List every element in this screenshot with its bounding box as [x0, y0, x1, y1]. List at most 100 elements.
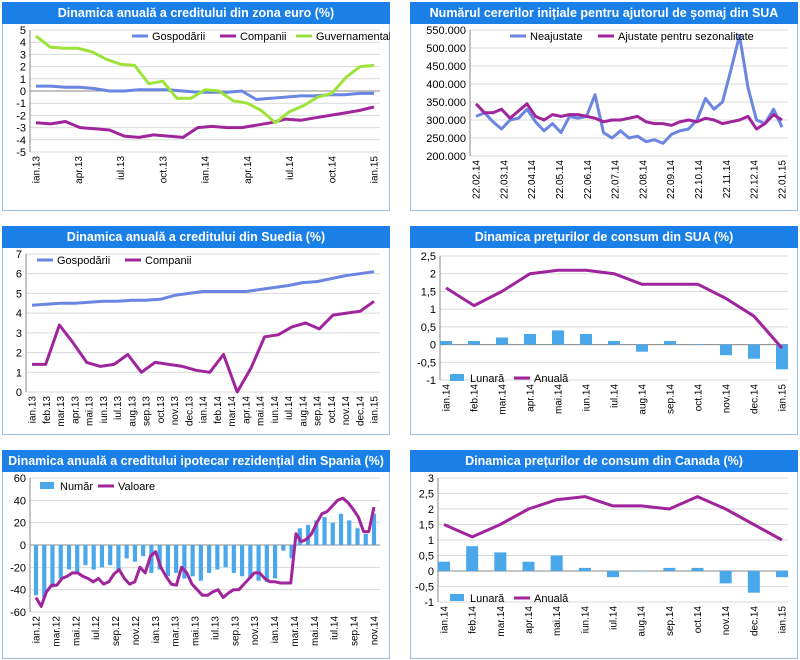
bar-lunară [580, 333, 592, 345]
x-tick-label: mai.12 [71, 616, 82, 646]
bar-număr [174, 545, 179, 573]
x-tick-label: nov.13 [250, 616, 261, 646]
bar-lunară [608, 341, 620, 345]
y-tick-label: 60 [14, 473, 26, 485]
x-tick-label: oct.13 [156, 396, 167, 424]
x-tick-label: nov.14 [370, 616, 381, 646]
legend-label: Ajustate pentru sezonalitate [618, 31, 754, 43]
y-tick-label: -4 [16, 135, 26, 147]
y-tick-label: 6 [16, 269, 22, 281]
x-tick-label: oct.14 [693, 606, 704, 634]
y-tick-label: 2,5 [421, 251, 436, 263]
chart-panel-sweden-credit: Dinamica anuală a creditului din Suedia … [2, 226, 390, 436]
y-tick-label: 2 [20, 62, 26, 74]
y-tick-label: -40 [10, 585, 26, 597]
x-tick-label: dec.14 [355, 396, 366, 426]
bar-număr [322, 517, 327, 545]
bar-lunară [636, 344, 648, 352]
x-tick-label: dec.14 [749, 606, 760, 636]
bar-lunară [747, 571, 760, 593]
legend-label: Companii [240, 31, 286, 43]
x-tick-label: nov.14 [341, 396, 352, 426]
x-tick-label: aug.14 [298, 396, 309, 427]
bar-număr [157, 545, 162, 570]
x-tick-label: nov.12 [131, 616, 142, 646]
x-tick-label: apr.14 [524, 606, 535, 634]
bar-lunară [776, 571, 788, 578]
y-tick-label: 7 [16, 249, 22, 261]
bar-număr [347, 520, 352, 545]
y-tick-label: -1 [424, 597, 434, 609]
x-tick-label: feb.14 [468, 606, 479, 634]
x-tick-label: oct.14 [327, 156, 338, 184]
bar-lunară [663, 567, 676, 571]
legend-label: Gospodării [152, 31, 205, 43]
y-tick-label: 250.000 [426, 133, 466, 145]
chart-panel-spain-mortgage: Dinamica anuală a creditului ipotecar re… [2, 450, 390, 660]
x-tick-label: mar.13 [171, 616, 182, 647]
bar-număr [66, 545, 72, 570]
bar-număr [33, 545, 39, 596]
x-tick-label: ian.14 [442, 384, 453, 412]
series-line-ajustate-pentru-sezonalitate [474, 102, 783, 131]
bar-număr [363, 533, 368, 545]
x-tick-label: apr.14 [243, 156, 254, 184]
y-tick-label: 1,5 [419, 520, 434, 532]
bar-număr [355, 528, 360, 545]
y-tick-label: 4 [20, 37, 26, 49]
bar-număr [124, 545, 129, 559]
x-tick-label: 22.11.14 [722, 160, 733, 199]
bar-număr [330, 522, 335, 545]
x-tick-label: iul.13 [113, 396, 124, 420]
bar-lunară [607, 571, 619, 578]
bar-număr [240, 545, 245, 577]
x-tick-label: sep.13 [230, 616, 241, 646]
x-tick-label: mar.14 [290, 616, 301, 647]
chart-title: Dinamica prețurilor de consum din SUA (%… [410, 226, 798, 248]
x-tick-label: 22.06.14 [583, 160, 594, 199]
y-tick-label: -5 [16, 147, 26, 159]
y-tick-label: 200.000 [426, 151, 466, 163]
bar-număr [42, 545, 47, 598]
x-tick-label: oct.14 [694, 384, 705, 412]
bar-număr [338, 513, 344, 545]
chart-panel-us-cpi: Dinamica prețurilor de consum din SUA (%… [410, 226, 798, 436]
bar-număr [198, 545, 203, 581]
x-tick-label: ian.15 [778, 606, 789, 634]
x-tick-label: iul.14 [609, 606, 620, 630]
bar-număr [248, 545, 253, 579]
bar-lunară [522, 561, 535, 571]
bar-număr [256, 545, 261, 581]
legend-label: Gospodării [57, 255, 110, 267]
x-tick-label: aug.14 [637, 606, 648, 637]
x-tick-label: ian.15 [778, 384, 789, 412]
bar-lunară [719, 571, 732, 584]
x-tick-label: iul.14 [284, 396, 295, 420]
x-tick-label: sep.14 [350, 616, 361, 646]
y-tick-label: 0,5 [419, 551, 434, 563]
legend-label: Lunară [470, 593, 505, 605]
y-tick-label: -20 [10, 562, 26, 574]
x-tick-label: dec.14 [750, 384, 761, 414]
bar-lunară [468, 341, 480, 345]
x-tick-label: sep.14 [313, 396, 324, 426]
x-tick-label: ian.14 [270, 616, 281, 644]
x-tick-label: ian.13 [28, 396, 39, 424]
bar-număr [141, 545, 146, 557]
x-tick-label: mai.14 [310, 616, 321, 646]
x-tick-label: mai.13 [85, 396, 96, 426]
y-tick-label: 500.000 [426, 43, 466, 55]
bar-număr [297, 528, 302, 545]
y-tick-label: -60 [10, 607, 26, 619]
x-tick-label: iun.14 [270, 396, 281, 424]
bar-număr [231, 545, 236, 573]
x-tick-label: iul.14 [610, 384, 621, 408]
y-tick-label: -0,5 [417, 357, 436, 369]
x-tick-label: ian.13 [151, 616, 162, 644]
bar-număr [264, 545, 269, 582]
bar-lunară [720, 344, 732, 356]
x-tick-label: ian.15 [370, 396, 381, 424]
x-tick-label: oct.13 [158, 156, 169, 184]
bar-număr [149, 545, 154, 573]
